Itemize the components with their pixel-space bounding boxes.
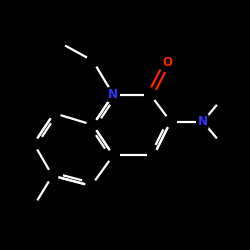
Text: N: N <box>198 115 208 128</box>
Text: N: N <box>108 88 118 101</box>
Text: O: O <box>162 56 172 69</box>
